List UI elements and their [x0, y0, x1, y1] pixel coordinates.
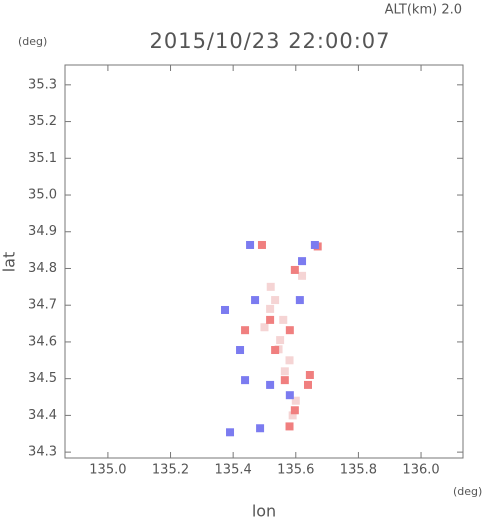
- data-point: [266, 380, 275, 389]
- data-point: [288, 411, 297, 420]
- data-point: [266, 282, 275, 291]
- data-point: [285, 422, 294, 431]
- data-point: [221, 305, 230, 314]
- data-point: [290, 406, 299, 415]
- y-tick-label: 35.3: [28, 77, 57, 92]
- data-point: [256, 424, 265, 433]
- y-axis-label: lat: [0, 252, 19, 273]
- y-tick-label: 34.5: [28, 371, 57, 386]
- data-point: [298, 271, 307, 280]
- data-point: [257, 240, 266, 249]
- x-axis-label: lon: [252, 502, 276, 521]
- y-tick-label: 34.8: [28, 261, 57, 276]
- chart-title: 2015/10/23 22:00:07: [149, 29, 390, 53]
- data-point: [295, 296, 304, 305]
- data-point: [246, 240, 255, 249]
- data-point: [241, 376, 250, 385]
- data-point: [271, 346, 280, 355]
- data-point: [266, 315, 275, 324]
- x-tick-label: 136.0: [402, 463, 439, 478]
- data-point: [266, 304, 275, 313]
- x-unit: (deg): [453, 485, 482, 498]
- header: ALT(km) 2.0: [385, 3, 462, 18]
- data-point: [305, 370, 314, 379]
- data-point: [310, 240, 319, 249]
- data-point: [298, 257, 307, 266]
- x-tick-label: 135.8: [340, 463, 377, 478]
- y-tick-label: 34.3: [28, 445, 57, 460]
- y-tick-label: 34.7: [28, 298, 57, 313]
- y-tick-label: 34.9: [28, 224, 57, 239]
- data-point: [279, 315, 288, 324]
- data-point: [236, 346, 245, 355]
- x-tick-label: 135.0: [89, 463, 126, 478]
- y-unit: (deg): [18, 35, 47, 48]
- y-tick-label: 35.1: [28, 151, 57, 166]
- data-point: [303, 380, 312, 389]
- y-tick-label: 34.6: [28, 334, 57, 349]
- data-point: [271, 296, 280, 305]
- y-tick-label: 34.4: [28, 408, 57, 423]
- data-point: [291, 396, 300, 405]
- data-point: [226, 428, 235, 437]
- data-point: [276, 336, 285, 345]
- data-point: [251, 296, 260, 305]
- x-tick-label: 135.6: [277, 463, 314, 478]
- data-point: [280, 376, 289, 385]
- x-tick-label: 135.2: [152, 463, 189, 478]
- data-point: [285, 391, 294, 400]
- data-point: [260, 323, 269, 332]
- y-tick-label: 35.0: [28, 188, 57, 203]
- y-tick-label: 35.2: [28, 114, 57, 129]
- data-point: [280, 367, 289, 376]
- data-point: [285, 356, 294, 365]
- data-point: [241, 326, 250, 335]
- data-point: [290, 265, 299, 274]
- data-point: [285, 326, 294, 335]
- plot-frame: [64, 64, 464, 459]
- x-tick-label: 135.4: [215, 463, 252, 478]
